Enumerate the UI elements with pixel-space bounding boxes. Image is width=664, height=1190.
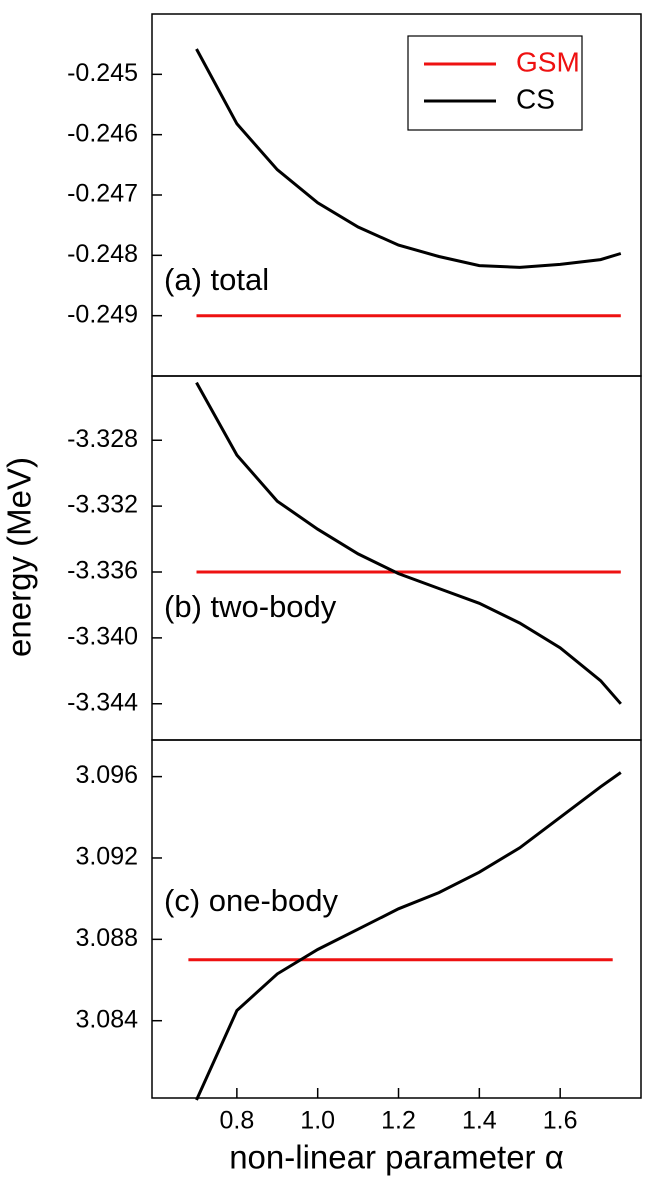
y-tick-label: -3.344 xyxy=(67,688,138,716)
y-tick-label: -0.248 xyxy=(67,240,138,268)
legend-label: CS xyxy=(516,83,555,114)
y-tick-label: -0.245 xyxy=(67,59,138,87)
y-tick-label: 3.084 xyxy=(75,1005,138,1033)
y-tick-label: -3.332 xyxy=(67,491,138,519)
y-tick-label: -0.249 xyxy=(67,300,138,328)
x-tick-label: 1.6 xyxy=(543,1107,578,1135)
y-tick-label: 3.092 xyxy=(75,843,138,871)
x-axis-label: non-linear parameter α xyxy=(229,1139,564,1176)
plot-frame xyxy=(151,739,642,1099)
y-tick-label: -0.246 xyxy=(67,119,138,147)
panel-label: (c) one-body xyxy=(164,883,339,918)
y-tick-label: 3.088 xyxy=(75,924,138,952)
x-tick-label: 1.0 xyxy=(300,1107,335,1135)
panel-label: (a) total xyxy=(164,262,269,297)
plot-frame xyxy=(151,375,642,741)
y-axis-label: energy (MeV) xyxy=(1,457,38,657)
series-line xyxy=(195,381,622,705)
x-tick-label: 1.2 xyxy=(381,1107,416,1135)
legend-box xyxy=(407,35,583,131)
x-tick-label: 0.8 xyxy=(219,1107,254,1135)
y-tick-label: 3.096 xyxy=(75,761,138,789)
y-tick-label: -0.247 xyxy=(67,180,138,208)
legend-label: GSM xyxy=(516,46,580,77)
y-tick-label: -3.340 xyxy=(67,622,138,650)
series-line xyxy=(195,48,622,269)
panel-label: (b) two-body xyxy=(164,589,337,624)
y-tick-label: -3.336 xyxy=(67,557,138,585)
series-line xyxy=(195,771,622,1101)
y-tick-label: -3.328 xyxy=(67,425,138,453)
x-tick-label: 1.4 xyxy=(462,1107,497,1135)
